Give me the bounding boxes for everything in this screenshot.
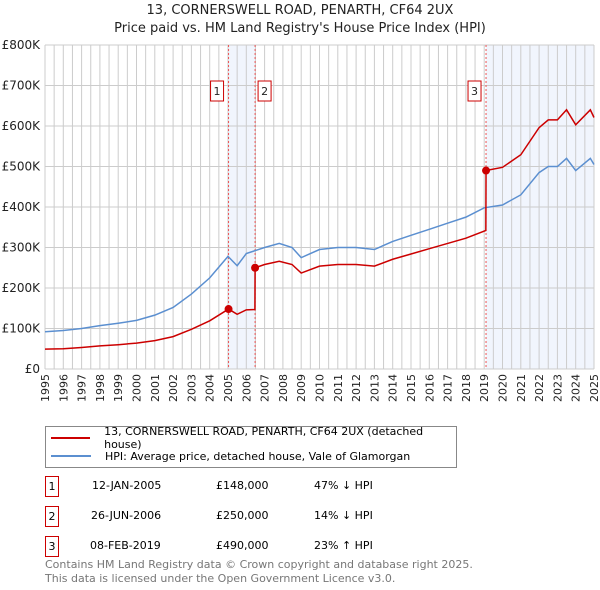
y-tick-label: £700K xyxy=(2,79,42,93)
transaction-date: 12-JAN-2005 xyxy=(92,479,162,492)
transaction-hpi: 23% ↑ HPI xyxy=(314,539,373,552)
annotation-label: 3 xyxy=(471,85,478,98)
legend-label: 13, CORNERSWELL ROAD, PENARTH, CF64 2UX … xyxy=(104,425,424,451)
series-line xyxy=(44,108,595,350)
x-tick-label: 2021 xyxy=(515,374,528,402)
transaction-number: 3 xyxy=(45,536,59,557)
x-tick-label: 2013 xyxy=(368,374,381,402)
x-tick-label: 1998 xyxy=(94,374,107,402)
y-tick-label: £300K xyxy=(2,241,42,255)
series-line xyxy=(44,157,595,333)
footer: Contains HM Land Registry data © Crown c… xyxy=(45,558,473,586)
x-tick-label: 1997 xyxy=(76,374,89,402)
transaction-hpi: 14% ↓ HPI xyxy=(314,509,373,522)
chart-subtitle: Price paid vs. HM Land Registry's House … xyxy=(114,21,486,36)
y-tick-label: £500K xyxy=(2,160,42,174)
x-tick-label: 2017 xyxy=(442,374,455,402)
footer-line: This data is licensed under the Open Gov… xyxy=(45,572,396,585)
x-tick-label: 2008 xyxy=(277,374,290,402)
y-tick-label: £100K xyxy=(2,322,42,336)
x-tick-label: 2005 xyxy=(222,374,235,402)
footer-line: Contains HM Land Registry data © Crown c… xyxy=(45,558,473,571)
x-tick-label: 2003 xyxy=(185,374,198,402)
legend: 13, CORNERSWELL ROAD, PENARTH, CF64 2UX … xyxy=(45,425,457,468)
legend-label: HPI: Average price, detached house, Vale… xyxy=(105,449,411,463)
y-tick-label: £200K xyxy=(2,281,42,295)
transaction-row: 2 26-JUN-2006 £250,000 14% ↓ HPI xyxy=(45,506,465,528)
y-tick-label: £600K xyxy=(2,119,42,133)
transaction-date: 26-JUN-2006 xyxy=(91,509,162,522)
legend-item-property: 13, CORNERSWELL ROAD, PENARTH, CF64 2UX … xyxy=(51,425,456,451)
transaction-price: £148,000 xyxy=(216,479,269,492)
transaction-price: £490,000 xyxy=(216,539,269,552)
transaction-price: £250,000 xyxy=(216,509,269,522)
annotation-label: 2 xyxy=(261,85,268,98)
transaction-date: 08-FEB-2019 xyxy=(90,539,161,552)
x-tick-label: 2024 xyxy=(570,374,583,402)
transaction-row: 1 12-JAN-2005 £148,000 47% ↓ HPI xyxy=(45,476,465,498)
x-tick-label: 2009 xyxy=(295,374,308,402)
x-tick-label: 2023 xyxy=(551,374,564,402)
x-tick-label: 2012 xyxy=(350,374,363,402)
x-tick-label: 2007 xyxy=(259,374,272,402)
x-tick-label: 1999 xyxy=(112,374,125,402)
annotation-label: 1 xyxy=(214,85,221,98)
x-tick-label: 2015 xyxy=(405,374,418,402)
legend-swatch xyxy=(51,455,91,457)
legend-item-hpi: HPI: Average price, detached house, Vale… xyxy=(51,448,410,464)
x-tick-label: 2022 xyxy=(533,374,546,402)
sale-point xyxy=(224,305,233,314)
x-tick-label: 2019 xyxy=(478,374,491,402)
legend-swatch xyxy=(51,437,91,439)
x-tick-label: 2000 xyxy=(131,374,144,402)
chart-title: 13, CORNERSWELL ROAD, PENARTH, CF64 2UX xyxy=(146,3,454,18)
line-chart: 1995 1996 1997 1998 1999 2000 2001 2002 2003 2004… xyxy=(2,38,600,402)
x-tick-label: 2018 xyxy=(460,374,473,402)
x-tick-label: 2025 xyxy=(588,374,600,402)
annotation-box xyxy=(467,80,482,102)
x-tick-label: 2010 xyxy=(314,374,327,402)
transaction-row: 3 08-FEB-2019 £490,000 23% ↑ HPI xyxy=(45,536,465,558)
x-tick-label: 2020 xyxy=(497,374,510,402)
annotation-box xyxy=(210,80,225,102)
transaction-number: 2 xyxy=(45,506,59,527)
x-tick-label: 1995 xyxy=(39,374,52,402)
y-tick-label: £0 xyxy=(25,362,40,376)
sale-point xyxy=(251,263,260,272)
x-tick-label: 2014 xyxy=(387,374,400,402)
sale-point xyxy=(482,166,491,175)
x-tick-label: 2001 xyxy=(149,374,162,402)
x-tick-label: 1996 xyxy=(57,374,70,402)
x-tick-label: 2004 xyxy=(204,374,217,402)
x-tick-label: 2016 xyxy=(423,374,436,402)
y-tick-label: £800K xyxy=(2,38,42,52)
transaction-hpi: 47% ↓ HPI xyxy=(314,479,373,492)
x-tick-label: 2011 xyxy=(332,374,345,402)
annotation-box xyxy=(257,80,272,102)
y-tick-label: £400K xyxy=(2,200,42,214)
x-tick-label: 2002 xyxy=(167,374,180,402)
transaction-number: 1 xyxy=(45,476,59,497)
x-tick-label: 2006 xyxy=(240,374,253,402)
